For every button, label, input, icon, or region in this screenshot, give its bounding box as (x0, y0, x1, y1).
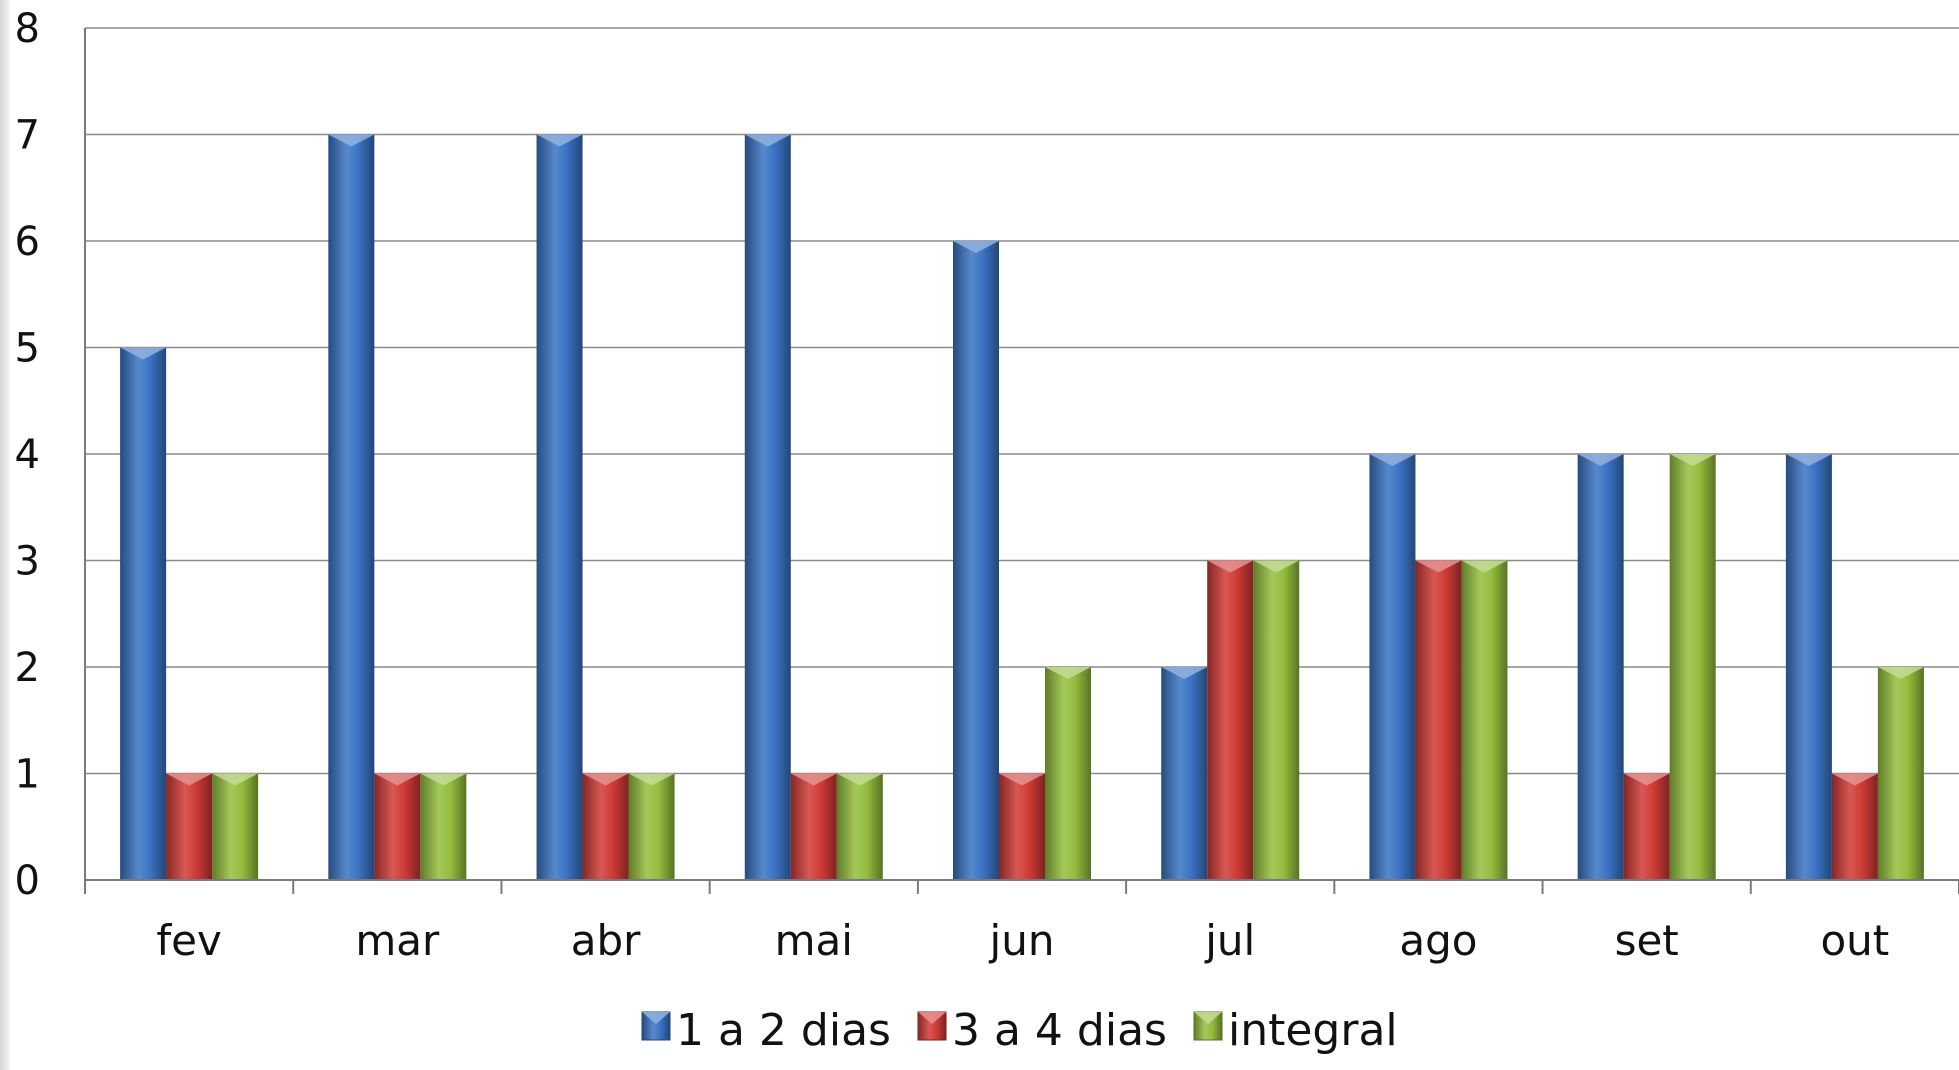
bar-3-a-4-dias-set (1623, 773, 1670, 880)
y-tick-label-5: 5 (15, 326, 40, 372)
bar-3-a-4-dias-ago (1415, 560, 1462, 880)
bar-cap-1-a-2-dias-jul (1161, 667, 1208, 679)
bar-cap-integral-abr (628, 773, 675, 786)
bar-1-a-2-dias-set (1577, 454, 1624, 880)
bar-1-a-2-dias-jul (1161, 667, 1208, 880)
bar-3-a-4-dias-mai (790, 773, 837, 880)
legend-key-cap (918, 1012, 946, 1024)
bar-3-a-4-dias-fev (166, 773, 213, 880)
x-tick-label-jul: jul (1204, 916, 1255, 965)
legend-key-cap (1194, 1012, 1222, 1024)
y-tick-label-2: 2 (15, 645, 40, 691)
legend-item-integral: integral (1193, 1005, 1398, 1056)
legend-item-3-a-4-dias: 3 a 4 dias (917, 1005, 1167, 1056)
bar-3-a-4-dias-abr (582, 773, 629, 880)
bar-1-a-2-dias-abr (536, 134, 583, 880)
bar-cap-integral-mai (836, 773, 883, 786)
bar-cap-3-a-4-dias-mai (790, 773, 837, 786)
legend-key-cap (642, 1012, 670, 1024)
bar-3-a-4-dias-mar (374, 773, 421, 880)
legend-label-3-a-4-dias: 3 a 4 dias (952, 1005, 1167, 1056)
bar-cap-3-a-4-dias-abr (582, 773, 629, 786)
bar-cap-integral-out (1877, 667, 1924, 679)
bar-1-a-2-dias-fev (120, 347, 167, 880)
bar-3-a-4-dias-out (1831, 773, 1878, 880)
legend: 1 a 2 dias 3 a 4 dias integral (641, 1005, 1398, 1056)
y-tick-label-8: 8 (15, 6, 40, 52)
bar-integral-abr (628, 773, 675, 880)
bar-cap-3-a-4-dias-out (1831, 773, 1878, 786)
bar-cap-3-a-4-dias-mar (374, 773, 421, 786)
bar-integral-jul (1253, 560, 1300, 880)
legend-label-integral: integral (1228, 1005, 1398, 1056)
legend-label-1-a-2-dias: 1 a 2 dias (676, 1005, 891, 1056)
x-tick-label-ago: ago (1399, 916, 1477, 965)
bar-integral-ago (1461, 560, 1508, 880)
window-edge-strip (0, 0, 10, 1070)
bar-cap-3-a-4-dias-fev (166, 773, 213, 786)
bar-cap-3-a-4-dias-ago (1415, 560, 1462, 573)
y-tick-label-6: 6 (15, 219, 40, 265)
legend-item-1-a-2-dias: 1 a 2 dias (641, 1005, 891, 1056)
bar-integral-fev (212, 773, 259, 880)
bar-cap-3-a-4-dias-jun (999, 773, 1045, 786)
bar-1-a-2-dias-jun (953, 241, 999, 880)
bar-1-a-2-dias-ago (1369, 454, 1416, 880)
bar-integral-set (1669, 454, 1716, 880)
bar-1-a-2-dias-mar (328, 134, 375, 880)
bar-cap-1-a-2-dias-jun (953, 241, 999, 253)
bar-1-a-2-dias-out (1785, 454, 1832, 880)
bar-1-a-2-dias-mai (744, 134, 791, 880)
bar-cap-3-a-4-dias-jul (1207, 560, 1254, 573)
bar-cap-integral-mar (420, 773, 467, 786)
y-tick-label-4: 4 (15, 432, 40, 478)
bar-cap-integral-set (1669, 454, 1716, 466)
axes (84, 28, 1959, 894)
y-tick-label-0: 0 (15, 858, 40, 904)
bar-cap-integral-ago (1461, 560, 1508, 573)
x-tick-label-set: set (1615, 916, 1679, 965)
bar-integral-mai (836, 773, 883, 880)
bar-cap-1-a-2-dias-fev (120, 347, 167, 360)
x-tick-label-abr: abr (571, 916, 641, 965)
bar-cap-1-a-2-dias-ago (1369, 454, 1416, 466)
y-tick-label-1: 1 (15, 752, 40, 798)
bar-cap-1-a-2-dias-mai (744, 134, 791, 147)
bar-integral-mar (420, 773, 467, 880)
bar-cap-1-a-2-dias-out (1785, 454, 1832, 466)
bar-integral-out (1877, 667, 1924, 880)
bar-3-a-4-dias-jun (999, 773, 1045, 880)
x-tick-label-mai: mai (775, 916, 853, 965)
bar-3-a-4-dias-jul (1207, 560, 1254, 880)
x-tick-label-fev: fev (156, 916, 221, 965)
bar-cap-3-a-4-dias-set (1623, 773, 1670, 786)
bar-cap-1-a-2-dias-abr (536, 134, 583, 147)
y-tick-label-3: 3 (15, 539, 40, 585)
x-tick-label-jun: jun (989, 916, 1055, 965)
x-tick-label-out: out (1820, 916, 1889, 965)
bars-group (120, 134, 1924, 880)
y-tick-labels: 0 1 2 3 4 5 6 7 8 (15, 6, 40, 904)
bar-cap-integral-jun (1045, 667, 1091, 679)
x-tick-label-mar: mar (355, 916, 440, 965)
bar-cap-integral-fev (212, 773, 259, 786)
bar-integral-jun (1045, 667, 1091, 880)
x-tick-labels: fev mar abr mai jun jul ago set out (156, 916, 1889, 965)
bar-cap-1-a-2-dias-set (1577, 454, 1624, 466)
y-tick-label-7: 7 (15, 113, 40, 159)
bar-cap-1-a-2-dias-mar (328, 134, 375, 147)
bar-cap-integral-jul (1253, 560, 1300, 573)
